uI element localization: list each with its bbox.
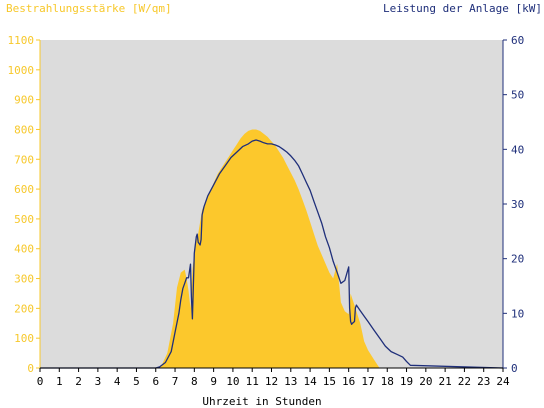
x-tick-label: 20 bbox=[419, 375, 432, 388]
x-tick-label: 7 bbox=[172, 375, 179, 388]
right-tick-label: 10 bbox=[511, 307, 524, 320]
left-tick-label: 100 bbox=[14, 332, 34, 345]
x-tick-label: 14 bbox=[303, 375, 317, 388]
x-axis-ticks: 0 1 2 3 4 5 6 7 8 9 10 11 12 13 14 15 16 17 18 19 20 21 22 23 24 bbox=[37, 368, 510, 388]
left-tick-label: 500 bbox=[14, 213, 34, 226]
left-tick-label: 700 bbox=[14, 153, 34, 166]
x-tick-label: 21 bbox=[439, 375, 452, 388]
right-tick-label: 60 bbox=[511, 34, 524, 47]
x-tick-label: 15 bbox=[323, 375, 336, 388]
power-line bbox=[40, 139, 504, 369]
left-tick-label: 200 bbox=[14, 302, 34, 315]
x-tick-label: 22 bbox=[458, 375, 471, 388]
x-tick-label: 9 bbox=[210, 375, 217, 388]
right-axis-ticks: 0 10 20 30 40 50 60 bbox=[503, 34, 524, 375]
left-axis-ticks: 0 100 200 300 400 500 600 700 800 900 1000 1100 bbox=[8, 34, 40, 375]
x-tick-label: 17 bbox=[361, 375, 374, 388]
right-tick-label: 0 bbox=[511, 362, 518, 375]
x-tick-label: 24 bbox=[496, 375, 510, 388]
x-tick-label: 0 bbox=[37, 375, 44, 388]
x-tick-label: 13 bbox=[284, 375, 297, 388]
x-tick-label: 5 bbox=[133, 375, 140, 388]
x-axis-label: Uhrzeit in Stunden bbox=[202, 395, 321, 408]
x-tick-label: 11 bbox=[246, 375, 259, 388]
right-tick-label: 40 bbox=[511, 143, 524, 156]
left-axis-label: Bestrahlungsstärke [W/qm] bbox=[6, 2, 172, 15]
left-tick-label: 800 bbox=[14, 123, 34, 136]
x-tick-label: 23 bbox=[477, 375, 490, 388]
x-tick-label: 4 bbox=[114, 375, 121, 388]
x-tick-label: 8 bbox=[191, 375, 198, 388]
left-tick-label: 1000 bbox=[8, 64, 35, 77]
right-tick-label: 50 bbox=[511, 89, 524, 102]
x-tick-label: 10 bbox=[226, 375, 239, 388]
left-tick-label: 400 bbox=[14, 243, 34, 256]
x-tick-label: 12 bbox=[265, 375, 278, 388]
x-tick-label: 3 bbox=[95, 375, 102, 388]
left-tick-label: 1100 bbox=[8, 34, 35, 47]
right-tick-label: 20 bbox=[511, 253, 524, 266]
left-tick-label: 900 bbox=[14, 94, 34, 107]
irradiance-area-layer bbox=[40, 129, 503, 368]
x-tick-label: 16 bbox=[342, 375, 355, 388]
power-line-layer bbox=[40, 139, 504, 369]
x-tick-label: 2 bbox=[75, 375, 82, 388]
right-tick-label: 30 bbox=[511, 198, 524, 211]
x-tick-label: 19 bbox=[400, 375, 413, 388]
left-tick-label: 300 bbox=[14, 273, 34, 286]
irradiance-area bbox=[40, 129, 503, 368]
x-tick-label: 18 bbox=[381, 375, 394, 388]
x-tick-label: 6 bbox=[152, 375, 159, 388]
left-tick-label: 600 bbox=[14, 183, 34, 196]
right-axis-label: Leistung der Anlage [kW] bbox=[383, 2, 542, 15]
x-tick-label: 1 bbox=[56, 375, 63, 388]
left-tick-label: 0 bbox=[27, 362, 34, 375]
